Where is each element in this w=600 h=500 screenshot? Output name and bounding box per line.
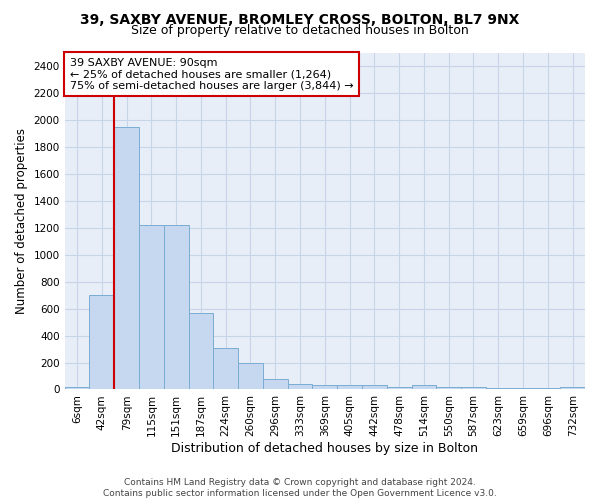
Bar: [560, 387, 585, 390]
Bar: [436, 387, 461, 390]
Bar: [362, 386, 387, 390]
Bar: [263, 378, 287, 390]
Bar: [114, 126, 139, 390]
Bar: [461, 387, 486, 390]
Bar: [164, 225, 188, 390]
Bar: [65, 387, 89, 390]
Bar: [214, 348, 238, 390]
Bar: [486, 388, 511, 390]
Y-axis label: Number of detached properties: Number of detached properties: [15, 128, 28, 314]
Bar: [188, 312, 214, 390]
Bar: [238, 362, 263, 390]
Bar: [412, 386, 436, 390]
Bar: [387, 387, 412, 390]
Bar: [337, 384, 362, 390]
X-axis label: Distribution of detached houses by size in Bolton: Distribution of detached houses by size …: [172, 442, 478, 455]
Bar: [313, 386, 337, 390]
Bar: [511, 388, 535, 390]
Bar: [287, 384, 313, 390]
Bar: [139, 225, 164, 390]
Text: 39 SAXBY AVENUE: 90sqm
← 25% of detached houses are smaller (1,264)
75% of semi-: 39 SAXBY AVENUE: 90sqm ← 25% of detached…: [70, 58, 353, 91]
Text: Contains HM Land Registry data © Crown copyright and database right 2024.
Contai: Contains HM Land Registry data © Crown c…: [103, 478, 497, 498]
Bar: [535, 388, 560, 390]
Text: 39, SAXBY AVENUE, BROMLEY CROSS, BOLTON, BL7 9NX: 39, SAXBY AVENUE, BROMLEY CROSS, BOLTON,…: [80, 12, 520, 26]
Bar: [89, 295, 114, 390]
Text: Size of property relative to detached houses in Bolton: Size of property relative to detached ho…: [131, 24, 469, 37]
